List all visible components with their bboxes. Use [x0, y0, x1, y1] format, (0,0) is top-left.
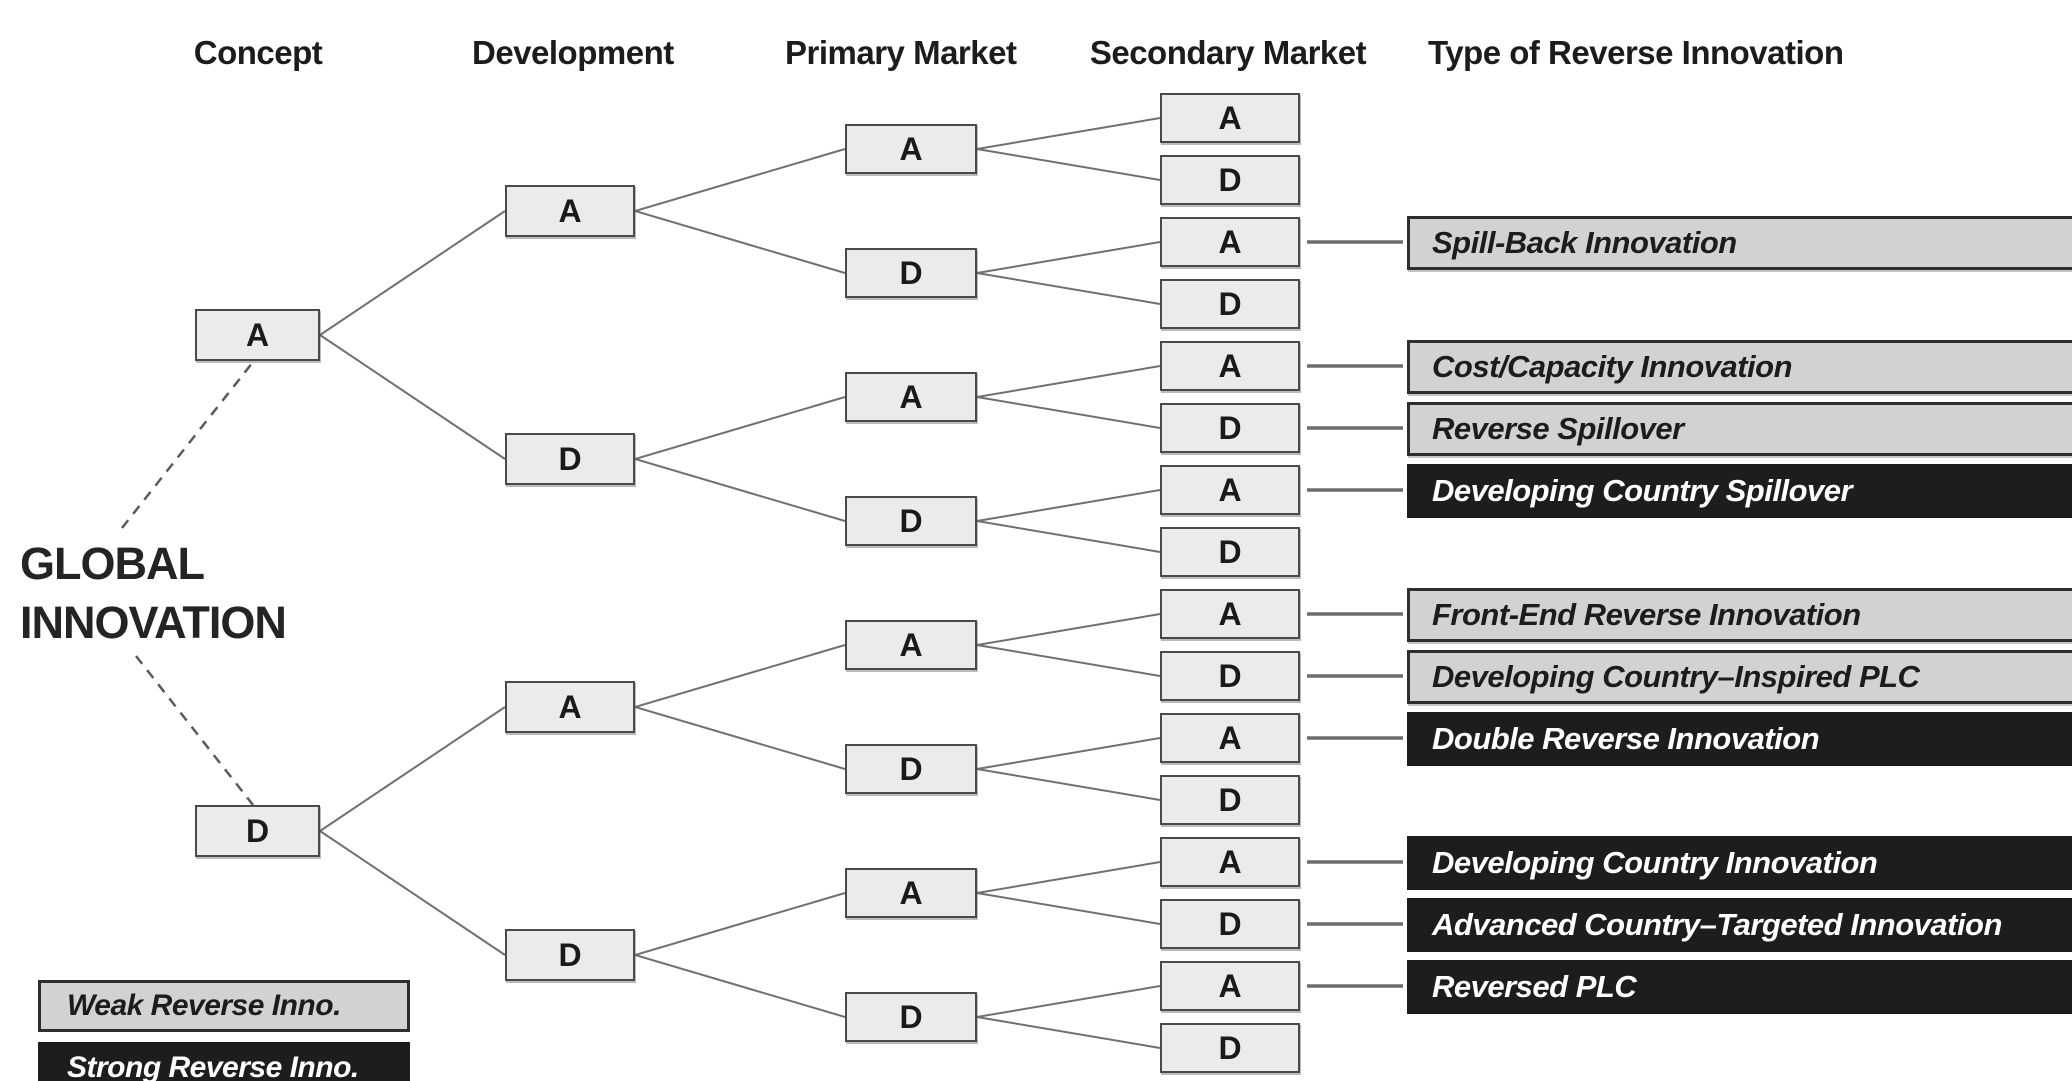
type-bar-advanced-country-targeted-innovation: Advanced Country–Targeted Innovation — [1407, 898, 2072, 952]
column-header-secondary-market: Secondary Market — [1089, 34, 1367, 71]
primary-market-node-5: A — [845, 620, 977, 670]
type-bar-reverse-spillover: Reverse Spillover — [1407, 402, 2072, 456]
type-bar-double-reverse-innovation: Double Reverse Innovation — [1407, 712, 2072, 766]
secondary-market-node-13: A — [1160, 837, 1300, 887]
secondary-market-node-12: D — [1160, 775, 1300, 825]
root-label-line2: INNOVATION — [20, 597, 287, 648]
type-bar-developing-country-inspired-plc: Developing Country–Inspired PLC — [1407, 650, 2072, 704]
secondary-market-node-6: D — [1160, 403, 1300, 453]
concept-node-d: D — [195, 805, 320, 857]
development-node-3: A — [505, 681, 635, 733]
secondary-market-node-1: A — [1160, 93, 1300, 143]
legend-strong-reverse-innovation: Strong Reverse Inno. — [38, 1042, 410, 1081]
concept-node-a: A — [195, 309, 320, 361]
root-label-global-innovation: GLOBAL INNOVATION — [20, 534, 287, 652]
root-dashed-edges — [121, 361, 254, 806]
primary-market-node-1: A — [845, 124, 977, 174]
development-node-2: D — [505, 433, 635, 485]
secondary-market-node-11: A — [1160, 713, 1300, 763]
label-connector-lines — [1307, 240, 1403, 988]
type-bar-developing-country-innovation: Developing Country Innovation — [1407, 836, 2072, 890]
column-header-development: Development — [472, 34, 674, 71]
column-header-primary-market: Primary Market — [785, 34, 1017, 71]
primary-market-node-7: A — [845, 868, 977, 918]
secondary-market-node-10: D — [1160, 651, 1300, 701]
secondary-market-node-16: D — [1160, 1023, 1300, 1073]
secondary-market-node-15: A — [1160, 961, 1300, 1011]
type-bar-developing-country-spillover: Developing Country Spillover — [1407, 464, 2072, 518]
secondary-market-node-9: A — [1160, 589, 1300, 639]
secondary-market-node-2: D — [1160, 155, 1300, 205]
development-node-1: A — [505, 185, 635, 237]
secondary-market-node-4: D — [1160, 279, 1300, 329]
primary-market-node-6: D — [845, 744, 977, 794]
root-label-line1: GLOBAL — [20, 538, 205, 589]
primary-market-node-2: D — [845, 248, 977, 298]
primary-market-node-4: D — [845, 496, 977, 546]
type-bar-cost-capacity-innovation: Cost/Capacity Innovation — [1407, 340, 2072, 394]
column-header-concept: Concept — [193, 34, 323, 71]
primary-market-node-8: D — [845, 992, 977, 1042]
type-bar-spill-back-innovation: Spill-Back Innovation — [1407, 216, 2072, 270]
secondary-market-node-7: A — [1160, 465, 1300, 515]
tree-solid-edges — [319, 117, 1161, 1049]
type-bar-front-end-reverse-innovation: Front-End Reverse Innovation — [1407, 588, 2072, 642]
secondary-market-node-14: D — [1160, 899, 1300, 949]
development-node-4: D — [505, 929, 635, 981]
primary-market-node-3: A — [845, 372, 977, 422]
column-header-type-of-reverse-innovation: Type of Reverse Innovation — [1428, 34, 1844, 71]
type-bar-reversed-plc: Reversed PLC — [1407, 960, 2072, 1014]
secondary-market-node-8: D — [1160, 527, 1300, 577]
secondary-market-node-5: A — [1160, 341, 1300, 391]
legend-weak-reverse-innovation: Weak Reverse Inno. — [38, 980, 410, 1032]
secondary-market-node-3: A — [1160, 217, 1300, 267]
